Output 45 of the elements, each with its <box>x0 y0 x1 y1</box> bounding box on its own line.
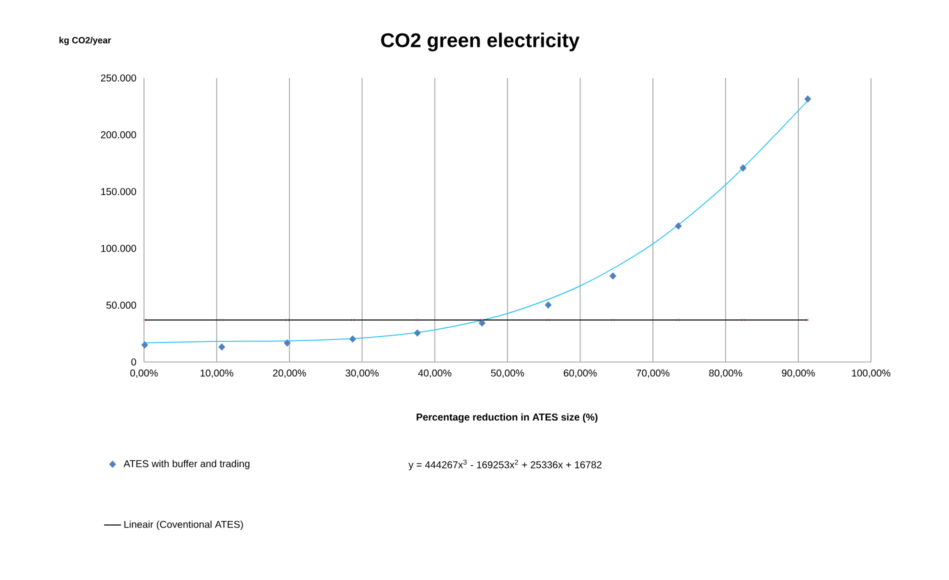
y-tick-label: 250.000 <box>100 74 136 82</box>
point <box>220 318 224 322</box>
point <box>351 318 354 322</box>
point <box>740 164 747 172</box>
point <box>349 335 356 343</box>
legend-label: Lineair (Coventional ATES) <box>124 520 243 530</box>
point <box>141 341 148 349</box>
x-tick-label: 90,00% <box>782 370 815 378</box>
x-tick-label: 100,00% <box>852 370 890 378</box>
point <box>414 329 421 337</box>
point <box>676 318 680 322</box>
y-tick-label: 0 <box>131 358 136 366</box>
point <box>544 301 552 309</box>
point <box>806 318 810 322</box>
legend-label: ATES with buffer and trading <box>124 460 250 470</box>
point <box>218 343 226 351</box>
x-tick-label: 60,00% <box>564 370 597 378</box>
y-axis-title: kg CO2/year <box>59 36 112 46</box>
point <box>286 318 289 322</box>
x-tick-label: 0,00% <box>130 370 158 378</box>
y-tick-label: 200.000 <box>100 131 136 138</box>
point <box>284 339 291 347</box>
point <box>546 318 550 322</box>
point <box>741 318 745 322</box>
x-axis-title: Percentage reduction in ATES size (%) <box>416 413 598 423</box>
x-tick-label: 40,00% <box>418 370 452 378</box>
text: y = 444267x$^{3}$ - 169253x$^{2}$ + 25336x + 16782 <box>408 460 602 470</box>
x-tick-label: 30,00% <box>346 370 379 378</box>
x-tick-label: 50,00% <box>491 370 524 378</box>
point <box>804 95 812 103</box>
x-tick-label: 10,00% <box>200 370 234 378</box>
x-tick-label: 80,00% <box>709 370 742 378</box>
y-tick-label: 50.000 <box>106 302 136 309</box>
x-tick-label: 20,00% <box>273 370 306 378</box>
point <box>416 318 419 322</box>
chart-title: CO2 green electricity <box>381 32 580 52</box>
y-tick-label: 100.000 <box>101 244 136 252</box>
point <box>674 222 682 230</box>
point <box>143 318 146 322</box>
point <box>611 318 615 322</box>
point <box>478 319 486 327</box>
x-tick-label: 70,00% <box>636 370 670 378</box>
point <box>480 318 484 322</box>
point <box>609 272 616 280</box>
y-tick-label: 150.000 <box>101 188 136 196</box>
